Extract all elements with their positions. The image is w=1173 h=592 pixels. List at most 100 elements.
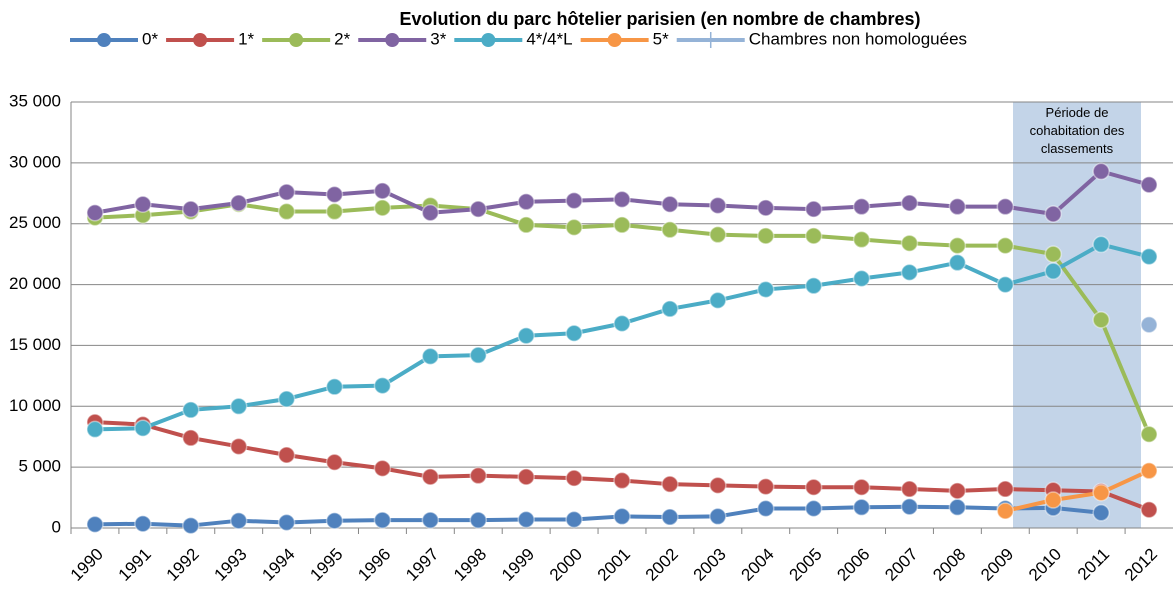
data-point — [421, 468, 440, 486]
data-point — [996, 480, 1015, 498]
data-point — [1140, 247, 1158, 266]
data-point — [1140, 425, 1158, 444]
data-point — [996, 502, 1015, 520]
legend-marker — [385, 33, 400, 47]
data-point — [900, 234, 919, 252]
data-point — [804, 200, 823, 218]
data-point — [804, 499, 823, 518]
x-tick-label: 1996 — [354, 545, 394, 585]
x-tick-label: 2005 — [785, 545, 825, 585]
data-point — [900, 480, 919, 498]
data-point — [948, 253, 967, 272]
data-point — [1140, 315, 1158, 334]
data-point — [613, 216, 631, 234]
legend-marker — [481, 33, 496, 47]
data-point — [1092, 504, 1110, 522]
data-point — [852, 498, 871, 517]
data-point — [804, 227, 823, 245]
data-point — [661, 195, 679, 213]
data-point — [182, 516, 200, 535]
data-point — [756, 199, 775, 217]
data-point — [613, 471, 631, 490]
x-tick-label: 1997 — [402, 545, 442, 585]
x-tick-label: 2006 — [833, 545, 873, 585]
data-point — [421, 204, 440, 222]
legend-marker — [97, 33, 111, 47]
data-point — [517, 326, 535, 345]
legend-item: 1* — [166, 29, 255, 48]
data-point — [325, 202, 344, 221]
data-point — [1044, 205, 1062, 223]
data-point — [804, 277, 823, 295]
data-point — [277, 446, 296, 464]
data-point — [1044, 491, 1062, 509]
data-point — [661, 508, 679, 526]
y-tick-label: 30 000 — [9, 152, 61, 171]
data-point — [134, 514, 152, 533]
x-tick-label: 2004 — [738, 545, 778, 585]
data-point — [277, 202, 296, 221]
legend-label: 0* — [142, 29, 158, 48]
data-point — [900, 497, 919, 516]
data-point — [661, 475, 679, 493]
data-point — [661, 300, 679, 318]
x-tick-label: 1993 — [211, 545, 251, 585]
x-tick-label: 2007 — [881, 545, 921, 585]
data-point — [325, 511, 344, 530]
legend-item: 4*/4*L — [454, 29, 573, 48]
series-line — [94, 504, 1102, 528]
data-point — [229, 437, 248, 456]
x-tick-label: 2002 — [642, 545, 682, 585]
data-point — [1140, 176, 1158, 194]
x-tick-label: 1992 — [163, 545, 203, 585]
legend-marker — [193, 33, 208, 47]
data-point — [996, 236, 1015, 255]
data-point — [229, 397, 248, 416]
data-point — [182, 200, 200, 218]
legend-item: 0* — [70, 29, 158, 48]
data-point — [517, 193, 535, 211]
legend-item: 5* — [580, 29, 669, 48]
x-tick-label: 2011 — [1074, 545, 1113, 584]
data-point — [373, 182, 392, 200]
x-tick-label: 1990 — [67, 545, 107, 585]
highlight-band — [1013, 102, 1141, 528]
data-point — [756, 227, 775, 245]
data-point — [182, 401, 200, 419]
x-tick-label: 1991 — [115, 545, 155, 585]
data-point — [996, 275, 1015, 294]
data-point — [852, 197, 871, 216]
data-point — [709, 507, 727, 526]
data-point — [469, 466, 488, 485]
data-point — [900, 263, 919, 282]
data-point — [517, 468, 535, 486]
legend-label: 5* — [653, 29, 669, 48]
x-tick-label: 1994 — [258, 545, 298, 585]
data-point — [1092, 235, 1110, 254]
data-point — [182, 429, 200, 447]
legend-item: 3* — [358, 29, 447, 48]
data-point — [756, 477, 775, 496]
data-point — [469, 200, 488, 218]
x-tick-label: 2012 — [1121, 545, 1161, 585]
data-point — [709, 225, 727, 244]
x-tick-label: 2000 — [546, 545, 586, 585]
chart-title: Evolution du parc hôtelier parisien (en … — [399, 9, 920, 29]
data-point — [469, 511, 488, 529]
data-point — [86, 420, 104, 439]
legend-item: Chambres non homologuées — [676, 29, 967, 48]
y-tick-label: 20 000 — [9, 274, 61, 293]
data-point — [517, 216, 535, 234]
legend-label: 3* — [430, 29, 446, 48]
series-line — [1004, 468, 1150, 513]
data-point — [1140, 462, 1158, 480]
x-tick-label: 1998 — [450, 545, 490, 585]
data-point — [948, 197, 967, 216]
data-point — [948, 482, 967, 500]
data-point — [277, 513, 296, 532]
data-point — [996, 197, 1015, 216]
series-line — [94, 242, 1150, 432]
data-point — [277, 390, 296, 408]
legend-label: 1* — [238, 29, 254, 48]
